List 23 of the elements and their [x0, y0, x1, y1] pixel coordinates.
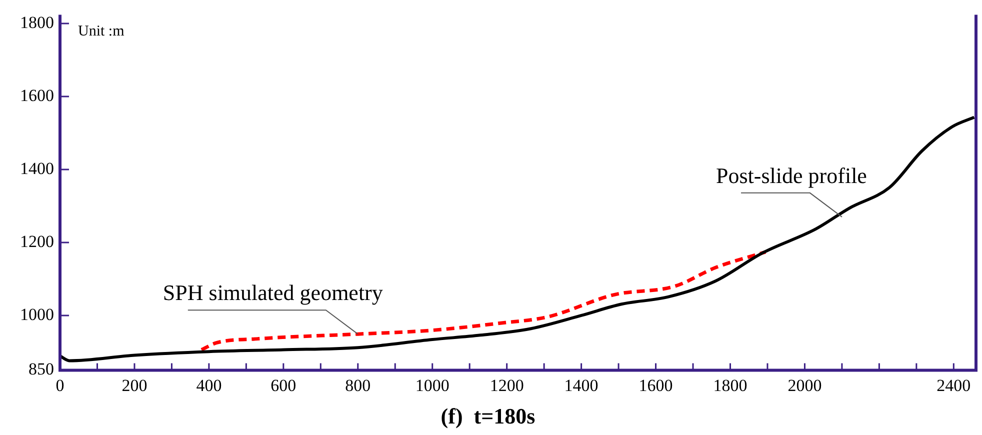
- x-tick-label: 200: [122, 376, 148, 395]
- y-tick-label: 850: [28, 360, 54, 379]
- y-tick-label: 1400: [20, 158, 54, 178]
- annotation: SPH simulated geometry: [162, 280, 383, 306]
- line-series: [60, 116, 976, 362]
- x-tick-label: 1000: [415, 376, 450, 395]
- x-tick-label: 800: [345, 376, 371, 395]
- x-tick-label: 1400: [564, 376, 598, 395]
- y-tick-label: 1200: [20, 232, 54, 251]
- x-tick-label: 1200: [490, 376, 524, 395]
- y-tick-label: 1800: [20, 12, 54, 32]
- x-tick-label: 600: [270, 376, 296, 395]
- x-tick-label: 1600: [638, 376, 673, 395]
- x-tick-label: 2400: [936, 376, 971, 395]
- x-tick-label: 1800: [713, 376, 748, 395]
- y-tick-label: 1000: [20, 304, 54, 324]
- x-tick-label: 0: [56, 376, 64, 395]
- annotation: Post-slide profile: [716, 162, 867, 188]
- text: (f) t=180s: [440, 403, 536, 428]
- x-tick-label: 2000: [788, 376, 822, 395]
- y-tick-label: 1600: [20, 86, 54, 105]
- annotation: Unit :m: [78, 24, 125, 40]
- x-tick-label: 400: [196, 376, 222, 395]
